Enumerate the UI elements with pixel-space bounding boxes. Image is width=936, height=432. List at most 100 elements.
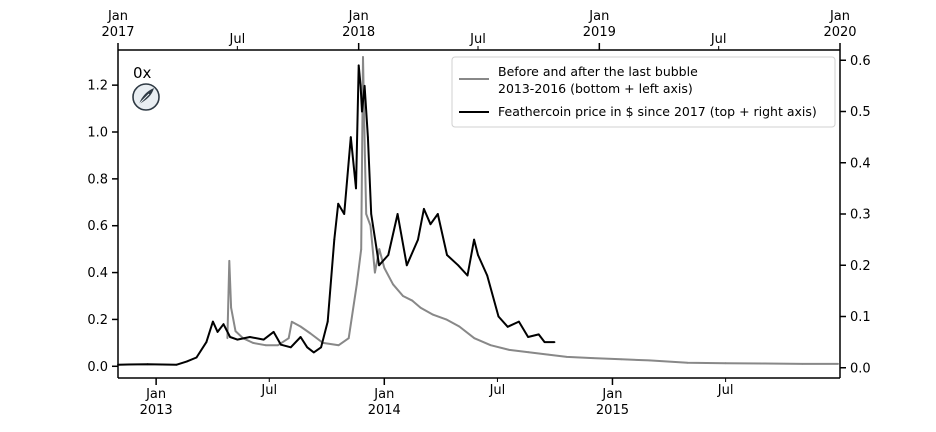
data-point-bubble-2013	[287, 337, 290, 340]
data-point-feathercoin-2017	[312, 351, 315, 354]
y-left-tick-label: 0.0	[87, 360, 108, 375]
bottom-axis: Jan 2013 Jan 2014 Jan 2015 Jul Jul Jul	[140, 378, 734, 418]
data-point-feathercoin-2017	[486, 274, 489, 277]
data-point-bubble-2013	[411, 299, 414, 302]
data-point-bubble-2013	[508, 349, 511, 351]
data-point-bubble-2013	[360, 248, 363, 251]
x-top-tick-label: Jan 2017	[101, 9, 134, 40]
right-axis: 0.0 0.1 0.2 0.3 0.4 0.5 0.6	[840, 54, 871, 376]
data-point-bubble-2013	[432, 313, 434, 316]
data-point-feathercoin-2017	[477, 254, 479, 256]
legend-box	[451, 56, 836, 128]
data-point-bubble-2013	[378, 248, 381, 251]
data-point-feathercoin-2017	[506, 325, 509, 328]
series-feathercoin-2017	[117, 64, 556, 366]
data-point-feathercoin-2017	[249, 336, 251, 338]
data-point-bubble-2013	[290, 320, 293, 323]
data-point-feathercoin-2017	[378, 264, 380, 267]
data-point-feathercoin-2017	[212, 320, 214, 323]
data-point-feathercoin-2017	[185, 360, 188, 363]
data-point-feathercoin-2017	[216, 331, 219, 333]
x-top-minor-tick-label: Jul	[469, 32, 486, 47]
data-point-bubble-2013	[374, 271, 376, 274]
data-point-feathercoin-2017	[527, 336, 529, 338]
data-point-feathercoin-2017	[146, 363, 149, 366]
x-bottom-tick-label: Jan 2015	[596, 387, 629, 418]
data-point-feathercoin-2017	[417, 238, 419, 241]
data-point-bubble-2013	[527, 351, 530, 354]
y-left-tick-label: 0.6	[87, 219, 108, 234]
data-point-feathercoin-2017	[363, 85, 366, 87]
data-point-feathercoin-2017	[405, 264, 408, 267]
data-point-feathercoin-2017	[473, 238, 475, 241]
x-bottom-tick-label: Jan 2013	[140, 387, 173, 418]
data-point-feathercoin-2017	[320, 346, 322, 349]
data-point-feathercoin-2017	[423, 208, 425, 210]
data-point-bubble-2013	[392, 283, 394, 286]
data-point-feathercoin-2017	[466, 274, 469, 277]
data-point-bubble-2013	[547, 353, 549, 356]
data-point-feathercoin-2017	[367, 136, 369, 139]
x-top-tick-label: Jan 2019	[583, 9, 616, 40]
y-right-tick-label: 0.3	[850, 208, 871, 223]
data-point-bubble-2013	[419, 306, 422, 309]
data-point-feathercoin-2017	[236, 338, 239, 341]
data-point-feathercoin-2017	[337, 202, 340, 205]
data-point-bubble-2013	[458, 325, 461, 328]
x-top-minor-tick-label: Jul	[710, 32, 727, 47]
data-point-bubble-2013	[489, 344, 492, 347]
y-right-tick-label: 0.0	[850, 361, 871, 376]
data-point-feathercoin-2017	[359, 85, 362, 87]
x-bottom-minor-tick-label: Jul	[717, 383, 734, 398]
data-point-feathercoin-2017	[553, 341, 556, 343]
data-point-bubble-2013	[473, 337, 476, 340]
y-right-tick-label: 0.5	[850, 105, 871, 120]
data-point-feathercoin-2017	[387, 254, 390, 256]
data-point-bubble-2013	[362, 56, 364, 58]
data-point-bubble-2013	[592, 357, 594, 359]
data-point-bubble-2013	[686, 361, 689, 364]
data-point-bubble-2013	[230, 306, 233, 309]
data-point-feathercoin-2017	[299, 336, 302, 338]
data-point-feathercoin-2017	[543, 341, 546, 343]
data-point-feathercoin-2017	[355, 187, 357, 190]
x-bottom-tick-label: Jan 2014	[368, 387, 401, 418]
data-point-feathercoin-2017	[272, 331, 275, 333]
y-right-tick-label: 0.2	[850, 259, 871, 274]
data-point-feathercoin-2017	[195, 356, 198, 359]
x-top-tick-label: Jan 2018	[342, 9, 375, 40]
series-bubble-2013	[226, 56, 839, 365]
x-bottom-minor-tick-label: Jul	[489, 383, 506, 398]
data-point-feathercoin-2017	[457, 264, 460, 267]
data-point-bubble-2013	[837, 363, 839, 365]
data-point-feathercoin-2017	[343, 213, 346, 215]
data-point-feathercoin-2017	[333, 238, 336, 241]
legend: Before and after the last bubble 2013-20…	[451, 56, 836, 128]
data-point-feathercoin-2017	[326, 320, 329, 323]
data-point-bubble-2013	[565, 356, 568, 358]
data-point-feathercoin-2017	[537, 333, 540, 336]
data-point-feathercoin-2017	[429, 223, 432, 226]
x-top-tick-label: Jan 2020	[823, 9, 856, 40]
y-left-tick-label: 0.2	[87, 313, 108, 328]
data-point-bubble-2013	[228, 260, 231, 262]
data-point-feathercoin-2017	[289, 346, 292, 349]
data-point-feathercoin-2017	[361, 110, 363, 113]
y-left-tick-label: 1.2	[87, 79, 108, 94]
data-point-feathercoin-2017	[518, 320, 520, 323]
legend-label-bubble-2013: Before and after the last bubble 2013-20…	[498, 64, 702, 96]
data-point-bubble-2013	[347, 337, 350, 340]
data-point-bubble-2013	[226, 337, 229, 340]
data-point-feathercoin-2017	[497, 315, 500, 318]
y-right-tick-label: 0.6	[850, 54, 871, 69]
data-point-bubble-2013	[234, 330, 237, 332]
data-point-feathercoin-2017	[222, 323, 225, 326]
y-left-tick-label: 1.0	[87, 126, 108, 141]
data-point-feathercoin-2017	[280, 343, 282, 346]
data-point-feathercoin-2017	[205, 341, 208, 343]
data-point-bubble-2013	[763, 362, 766, 365]
y-left-tick-label: 0.8	[87, 172, 108, 187]
data-point-bubble-2013	[299, 325, 302, 328]
left-axis: 0.0 0.2 0.4 0.6 0.8 1.0 1.2	[87, 79, 118, 375]
